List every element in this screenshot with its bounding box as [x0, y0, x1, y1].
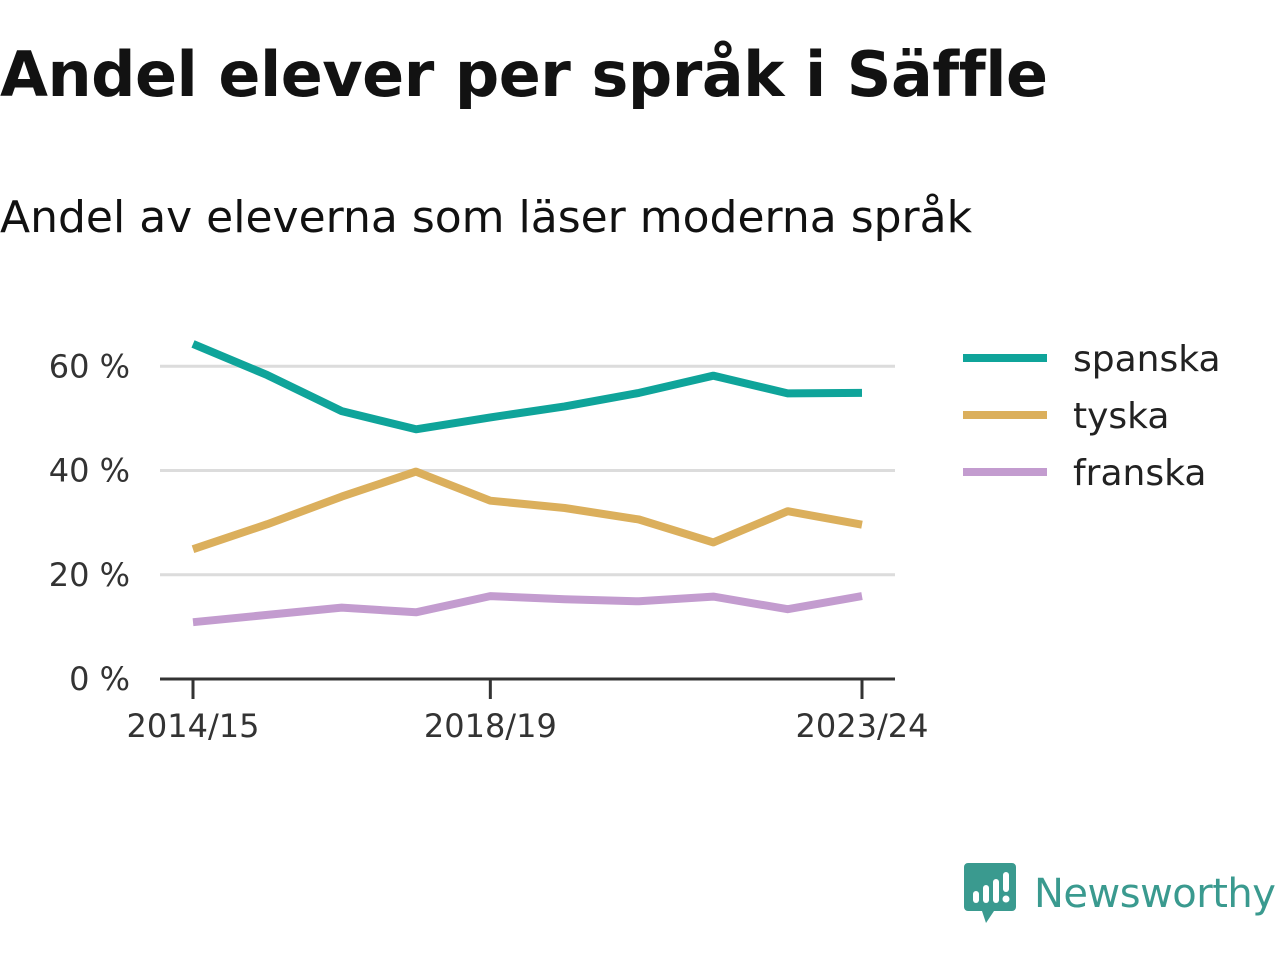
newsworthy-chart-bubble-icon [964, 863, 1016, 923]
chart-subtitle: Andel av eleverna som läser moderna språ… [0, 192, 973, 243]
grid-lines [160, 364, 895, 577]
x-tick-label: 2023/24 [796, 707, 929, 745]
legend: spanska tyska franska [963, 339, 1221, 494]
y-tick-label: 20 % [49, 556, 130, 594]
brand-name: Newsworthy [1034, 871, 1276, 917]
chart-title: Andel elever per språk i Säffle [0, 38, 1048, 111]
x-tick-label: 2014/15 [127, 707, 260, 745]
brand-logo: Newsworthy [964, 862, 1276, 926]
x-tick-label: 2018/19 [424, 707, 557, 745]
legend-label-franska: franska [1073, 453, 1206, 494]
y-tick-label: 60 % [49, 347, 130, 385]
series-line-spanska [191, 340, 863, 434]
series-line-franska [192, 592, 863, 627]
legend-label-tyska: tyska [1073, 396, 1169, 437]
series-line-tyska [191, 467, 863, 553]
axes: 0 % 20 % 40 % 60 % 2014/15 2018/19 2023/24 [49, 347, 929, 745]
y-tick-label: 40 % [49, 452, 130, 490]
legend-label-spanska: spanska [1073, 339, 1221, 380]
series-lines [191, 340, 863, 627]
y-tick-label: 0 % [69, 660, 130, 698]
